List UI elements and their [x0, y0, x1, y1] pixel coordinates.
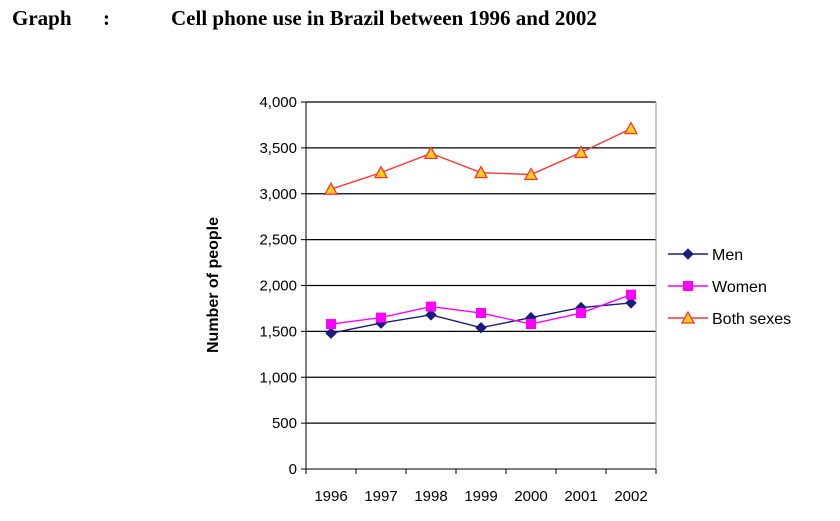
y-tick-label: 2,000 — [259, 278, 297, 295]
legend-marker — [680, 310, 696, 324]
axes — [301, 101, 657, 474]
series-group — [323, 121, 639, 339]
header: Graph : Cell phone use in Brazil between… — [0, 0, 840, 40]
y-tick-label: 1,500 — [259, 323, 297, 340]
x-tick-label: 1999 — [464, 488, 497, 505]
series-line — [330, 127, 632, 190]
x-tick-label: 1997 — [364, 488, 397, 505]
y-tick-labels: 0 500 1,000 1,500 2,000 2,500 3,000 3,500 4,000 — [259, 94, 297, 478]
x-tick-label: 2002 — [614, 488, 647, 505]
y-tick-label: 3,500 — [259, 140, 297, 157]
data-point — [475, 321, 487, 334]
legend-marker — [682, 248, 694, 260]
y-tick-label: 3,000 — [259, 186, 297, 203]
y-tick-label: 4,000 — [259, 94, 297, 111]
graph-label: Graph — [12, 6, 72, 30]
chart-title: Cell phone use in Brazil between 1996 an… — [171, 6, 597, 30]
data-point — [373, 165, 389, 179]
data-point — [625, 297, 637, 309]
data-point — [426, 301, 436, 312]
legend-item: Women — [668, 279, 767, 296]
data-point — [576, 308, 586, 319]
data-point — [526, 319, 536, 330]
legend: Men Women Both sexes — [668, 247, 791, 328]
legend-label: Men — [712, 247, 743, 264]
data-point — [425, 309, 437, 321]
y-tick-label: 2,500 — [259, 232, 297, 249]
data-point — [626, 289, 636, 300]
y-tick-label: 0 — [289, 461, 297, 478]
grid-lines — [306, 101, 656, 424]
legend-label: Women — [712, 279, 767, 296]
data-point — [325, 327, 337, 339]
data-point — [523, 167, 539, 181]
data-point — [423, 146, 439, 160]
x-tick-label: 1996 — [314, 488, 347, 505]
graph-colon: : — [103, 6, 110, 30]
data-point — [323, 181, 339, 195]
data-point — [473, 165, 489, 179]
data-point — [476, 308, 486, 319]
legend-item: Both sexes — [668, 310, 791, 328]
y-tick-label: 1,000 — [259, 369, 297, 386]
legend-item: Men — [668, 247, 743, 264]
legend-marker — [683, 281, 693, 291]
x-tick-label: 2001 — [564, 488, 597, 505]
series-women — [326, 289, 636, 330]
y-axis-label: Number of people — [205, 217, 222, 353]
series-both-sexes — [323, 121, 639, 195]
legend-label: Both sexes — [712, 311, 791, 328]
x-tick-labels: 1996 1997 1998 1999 2000 2001 2002 — [314, 488, 647, 505]
data-point — [326, 319, 336, 330]
y-tick-label: 500 — [272, 415, 297, 432]
data-point — [623, 121, 639, 135]
x-tick-label: 2000 — [514, 488, 547, 505]
data-point — [376, 312, 386, 323]
x-tick-label: 1998 — [414, 488, 447, 505]
data-point — [573, 145, 589, 159]
